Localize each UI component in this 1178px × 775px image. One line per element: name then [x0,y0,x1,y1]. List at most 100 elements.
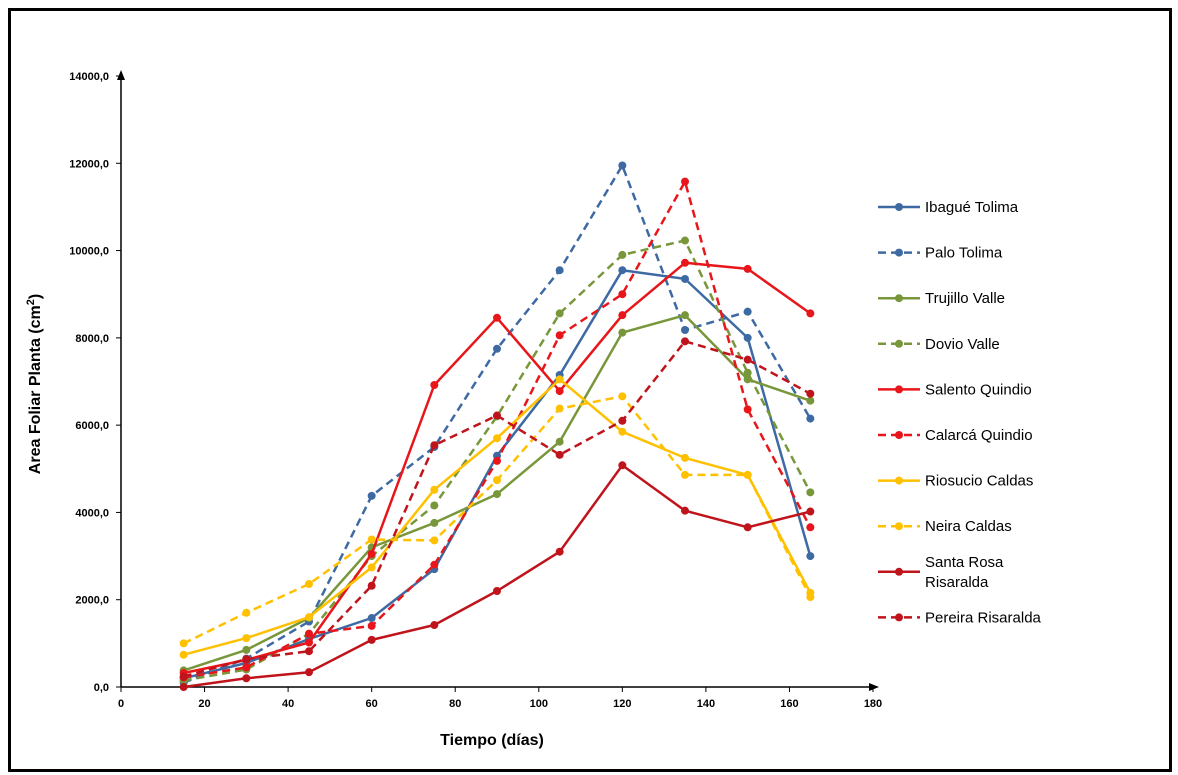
y-axis-label-close: ) [27,294,44,299]
data-point [743,368,752,377]
legend-label: Riosucio Caldas [925,473,1033,490]
legend-marker [895,613,903,622]
y-axis-label-superscript: 2 [25,299,37,305]
y-tick-label: 4000,0 [75,507,109,519]
data-point [806,309,815,318]
series-group [179,311,815,675]
data-point [806,593,815,602]
data-point [430,621,439,630]
series-group [179,177,815,682]
series-group [179,266,815,683]
line-chart: 0 20 40 60 80 100 120 140 160 180 0,0 2000,0 4000,0 6… [25,70,1042,749]
series-line [183,261,812,675]
data-point [367,621,376,630]
data-point [743,523,752,532]
data-point [618,461,627,470]
data-point [242,674,251,683]
data-point [743,264,752,273]
x-axis-arrow [869,683,879,691]
legend-item: Palo Tolima [878,245,1003,262]
series-group [179,161,815,687]
data-point [618,416,627,425]
data-point [493,313,501,322]
data-point [305,638,313,647]
data-point [743,355,752,364]
y-tick-label: 12000,0 [69,158,109,170]
x-axis-label: Tiempo (días) [440,732,544,749]
data-point [555,266,564,275]
data-point [305,647,313,656]
data-point [430,501,439,510]
series-line [183,180,812,679]
data-point [618,250,627,259]
x-tick-label: 180 [864,698,882,710]
x-tick-label: 0 [118,698,124,710]
plot-area [179,161,815,691]
data-point [305,580,313,589]
data-point [367,535,376,544]
y-tick-label: 10000,0 [69,246,109,258]
legend-item: Salento Quindio [878,381,1032,398]
data-point [681,326,689,335]
data-point [430,560,439,569]
legend-label: Neira Caldas [925,518,1012,535]
legend-label: Santa Rosa [925,554,1004,571]
y-tick-label: 14000,0 [69,71,109,83]
data-point [806,507,815,516]
data-point [493,490,501,499]
x-tick-label: 60 [366,698,378,710]
series-group [179,337,815,681]
series-group [179,392,815,648]
x-tick-label: 80 [449,698,461,710]
data-point [555,387,564,396]
y-tick-label: 6000,0 [75,420,109,432]
data-point [743,307,752,316]
legend-marker [895,567,903,576]
data-point [179,639,188,648]
series-line [183,464,811,689]
legend-label: Calarcá Quindio [925,427,1033,444]
legend-label: Dovio Valle [925,336,1000,353]
data-point [555,375,564,384]
data-point [681,506,689,515]
x-tick-label: 40 [282,698,294,710]
legend-marker [895,248,903,257]
data-point [555,450,564,459]
series-line [183,378,812,656]
legend-label: Pereira Risaralda [925,609,1042,626]
data-point [806,389,815,398]
data-point [618,311,627,320]
legend-marker [895,476,903,485]
data-point [493,476,501,485]
data-point [555,547,564,556]
legend-item: Neira Caldas [878,518,1012,535]
data-point [681,236,689,245]
data-point [681,470,689,479]
legend-label: Trujillo Valle [925,290,1005,307]
data-point [367,491,376,500]
data-point [493,456,501,465]
data-point [493,586,501,595]
legend-label: Palo Tolima [925,245,1003,262]
data-point [179,650,188,659]
data-point [555,309,564,318]
y-axis-label: Area Foliar Planta (cm2) [25,294,44,474]
data-point [430,485,439,494]
x-tick-label: 100 [530,698,548,710]
data-point [430,441,439,450]
legend-marker [895,339,903,348]
data-point [743,470,752,479]
data-point [305,629,313,638]
data-point [242,645,251,654]
data-point [618,328,627,337]
x-tick-label: 120 [613,698,631,710]
data-point [430,380,439,389]
data-point [242,663,251,672]
data-point [430,536,439,545]
data-point [618,266,627,275]
data-point [806,552,815,561]
data-point [681,177,689,186]
legend-label: Risaralda [925,574,989,591]
data-point [555,437,564,446]
y-tick-label: 0,0 [94,682,109,694]
